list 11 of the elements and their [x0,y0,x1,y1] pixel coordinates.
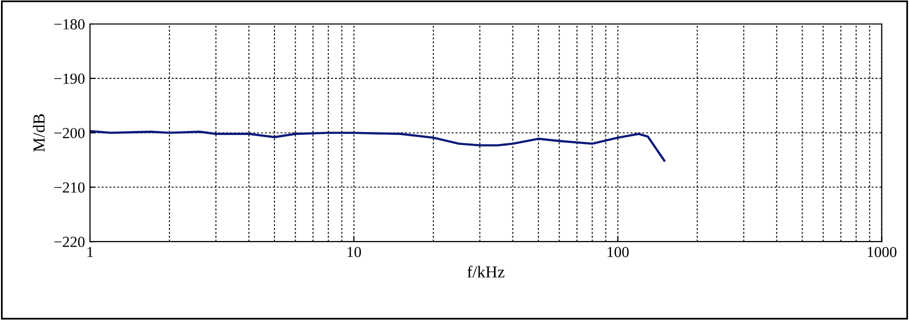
x-tick-label: 1000 [868,246,896,258]
y-axis-title: M/dB [32,114,45,152]
y-tick-label: −180 [54,19,85,30]
x-tick-label: 10 [348,246,361,258]
x-axis-title: f/kHz [467,266,504,278]
y-tick-label: −190 [54,74,85,84]
y-tick-label: −200 [54,128,85,138]
y-tick-label: −210 [54,182,85,193]
y-tick-label: −220 [54,236,85,248]
x-tick-label: 1 [88,246,93,258]
x-tick-label: 100 [608,246,629,258]
